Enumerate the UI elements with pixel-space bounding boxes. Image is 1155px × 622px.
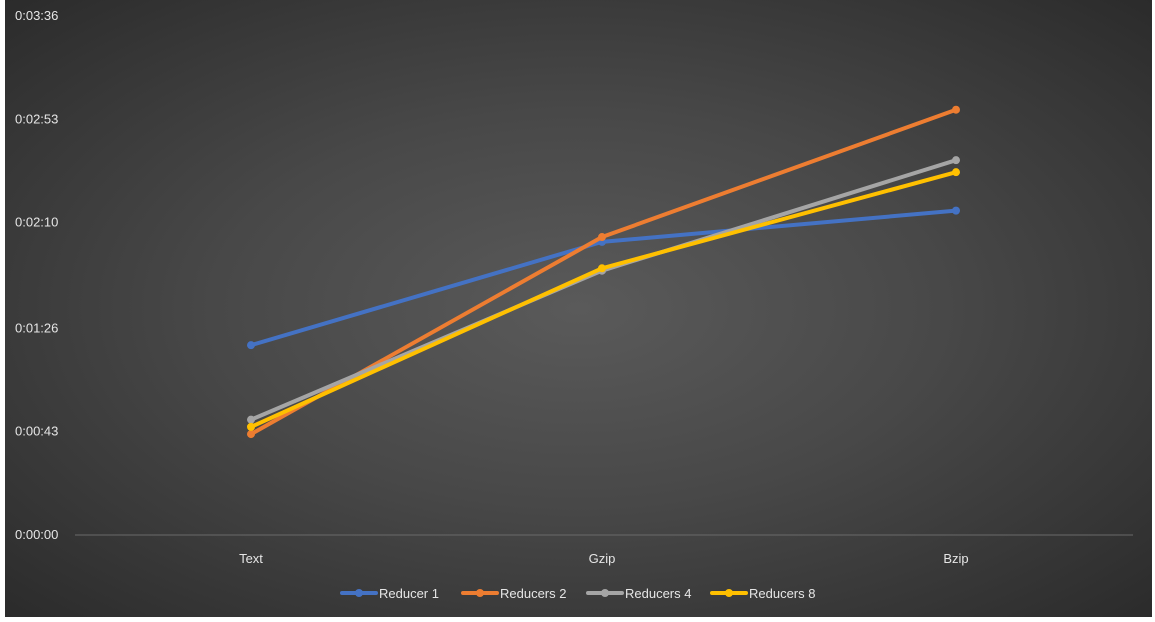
data-point [247,422,255,431]
series-line [249,170,958,429]
y-tick-label: 0:03:36 [15,8,58,23]
legend-marker [355,589,363,597]
series-reducers-4 [247,156,960,424]
data-point [598,264,606,273]
series-reducer-1 [247,206,960,350]
y-tick-label: 0:02:10 [15,215,58,230]
data-point [598,233,606,242]
chart-area: 0:00:00 0:00:43 0:01:26 0:02:10 0:02:53 0:03:… [5,0,1152,617]
legend-marker [476,589,484,597]
y-tick-label: 0:00:43 [15,424,58,439]
data-point [952,156,960,165]
data-point [952,206,960,215]
legend-item: Reducer 1 [340,586,439,601]
x-tick-label: Gzip [589,551,616,566]
y-axis-labels: 0:00:00 0:00:43 0:01:26 0:02:10 0:02:53 0:03:… [15,8,58,542]
legend-label: Reducers 4 [625,586,691,601]
legend: Reducer 1 Reducers 2 Reducers 4 Reducers 8 [340,586,815,601]
x-axis-labels: Text Gzip Bzip [239,551,969,566]
data-point [247,430,255,439]
legend-item: Reducers 2 [461,586,566,601]
data-point [952,168,960,177]
x-tick-label: Text [239,551,263,566]
y-tick-label: 0:00:00 [15,527,58,542]
series-layer [247,105,960,439]
legend-item: Reducers 8 [710,586,815,601]
legend-item: Reducers 4 [586,586,691,601]
y-tick-label: 0:01:26 [15,320,58,335]
legend-label: Reducer 1 [379,586,439,601]
series-line [249,208,958,348]
legend-marker [725,589,733,597]
series-reducers-8 [247,168,960,431]
legend-label: Reducers 2 [500,586,566,601]
legend-label: Reducers 8 [749,586,815,601]
legend-marker [601,589,609,597]
x-tick-label: Bzip [943,551,968,566]
line-chart: 0:00:00 0:00:43 0:01:26 0:02:10 0:02:53 0:03:… [15,8,1133,601]
data-point [247,415,255,424]
data-point [952,105,960,114]
y-tick-label: 0:02:53 [15,111,58,126]
data-point [247,341,255,350]
